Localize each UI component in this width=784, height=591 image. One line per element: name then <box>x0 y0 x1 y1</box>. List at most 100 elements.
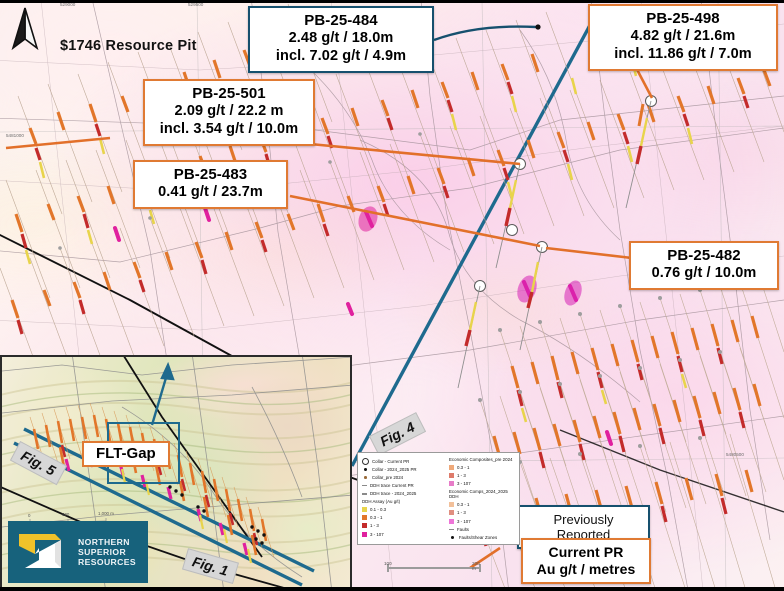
callout-interval-1: 2.09 g/t / 22.2 m <box>174 103 284 120</box>
legend-label: DDH trace - 2024_2025 <box>370 491 417 497</box>
callout-interval-2: incl. 11.86 g/t / 7.0m <box>614 46 752 63</box>
legend-label: 0.3 - 1 <box>457 465 470 471</box>
legend-label: 3 - 107 <box>370 531 384 537</box>
legend-item: 3 - 107 <box>449 517 515 525</box>
legend-item: 0.3 - 1 <box>362 514 446 522</box>
assay-swatch <box>362 523 367 529</box>
callout-interval-1: 0.41 g/t / 23.7m <box>158 184 263 201</box>
collar-2024-2025-icon <box>363 467 368 472</box>
frame-bottom-border <box>0 587 784 591</box>
callout-interval-2: incl. 7.02 g/t / 4.9m <box>275 48 407 65</box>
legend-econ-pre2024-header: Economic Composites_pre 2024 <box>449 457 513 462</box>
logo-line-3: RESOURCES <box>78 557 137 568</box>
callout-pb-25-484[interactable]: PB-25-484 2.48 g/t / 18.0m incl. 7.02 g/… <box>248 6 434 74</box>
legend-column-left: Collar - Current PR Collar - 2024_2025 P… <box>362 457 446 541</box>
legend-econ-2024-header: Economic Comps_2024_2025 DDH <box>449 489 508 500</box>
legend-item: 1 - 3 <box>362 522 446 530</box>
legend-item: Faults/Shear Zones <box>449 533 515 541</box>
frame-top-border <box>0 0 784 3</box>
callout-pb-25-498[interactable]: PB-25-498 4.82 g/t / 21.6m incl. 11.86 g… <box>588 4 778 72</box>
coord-label-5480500: 5480500 <box>726 452 744 457</box>
legend-item: Collar - 2024_2025 PR <box>362 465 446 473</box>
faults-icon <box>449 528 454 530</box>
callout-hole-id: PB-25-498 <box>646 10 720 27</box>
scale-label-end: 200 m <box>472 561 480 571</box>
coord-label-5481000: 5481000 <box>6 133 24 138</box>
logo-line-1: NORTHERN <box>78 536 130 547</box>
company-logo: NORTHERN SUPERIOR RESOURCES <box>8 521 148 583</box>
map-legend: Collar - Current PR Collar - 2024_2025 P… <box>357 452 520 545</box>
ddh-trace-2024-icon <box>362 493 367 495</box>
legend-label: Collar_pre 2024 <box>371 474 404 480</box>
legend-label: 0.1 - 0.3 <box>370 507 387 513</box>
econ-swatch <box>449 481 454 487</box>
legend-label: Faults <box>457 526 469 532</box>
legend-item: 0.1 - 0.3 <box>362 505 446 513</box>
callout-pb-25-501[interactable]: PB-25-501 2.09 g/t / 22.2 m incl. 3.54 g… <box>143 79 315 147</box>
callout-hole-id: PB-25-483 <box>173 166 248 183</box>
svg-text:0: 0 <box>28 513 31 518</box>
legend-item: 1 - 3 <box>449 472 515 480</box>
callout-interval-1: 2.48 g/t / 18.0m <box>288 30 394 47</box>
econ-swatch <box>449 518 454 524</box>
legend-item: Collar_pre 2024 <box>362 473 446 481</box>
scale-label-mid: 100 <box>384 561 392 566</box>
callout-hole-id: PB-25-501 <box>192 85 266 102</box>
legend-item: 3 - 107 <box>362 530 446 538</box>
legend-item: 3 - 107 <box>449 480 515 488</box>
callout-interval-1: 4.82 g/t / 21.6m <box>630 28 736 45</box>
legend-label: Faults/Shear Zones <box>458 534 498 540</box>
collar-current-pr-icon <box>362 457 369 465</box>
legend-label: 1 - 3 <box>370 523 379 529</box>
assay-swatch <box>362 507 367 513</box>
faults-shear-icon <box>450 535 455 540</box>
logo-line-2: SUPERIOR <box>78 546 127 557</box>
callout-leaders <box>5 59 654 260</box>
callout-hole-id: PB-25-482 <box>667 247 741 264</box>
svg-text:1,000 m: 1,000 m <box>98 511 114 516</box>
legend-item: Collar - Current PR <box>362 457 446 465</box>
callout-interval-2: incl. 3.54 g/t / 10.0m <box>159 121 299 138</box>
legend-item: DDH trace - 2024_2025 <box>362 490 446 498</box>
legend-label: Collar - Current PR <box>372 458 410 464</box>
legend-item: 0.3 - 1 <box>449 501 515 509</box>
key-current-pr[interactable]: Current PR Au g/t / metres <box>521 538 651 585</box>
callout-pb-25-483[interactable]: PB-25-483 0.41 g/t / 23.7m <box>133 160 288 210</box>
section-line-fig4 <box>350 13 598 467</box>
callout-hole-id: PB-25-484 <box>304 12 378 29</box>
svg-text:500: 500 <box>62 512 70 517</box>
legend-item: Faults <box>449 525 515 533</box>
callout-pb-25-482[interactable]: PB-25-482 0.76 g/t / 10.0m <box>629 241 779 291</box>
econ-swatch <box>449 465 454 471</box>
legend-label: Collar - 2024_2025 PR <box>371 466 417 472</box>
econ-swatch <box>449 473 454 479</box>
collar-pre2024-icon <box>364 476 367 479</box>
flt-gap-label: FLT-Gap <box>82 441 170 467</box>
legend-item: 0.3 - 1 <box>449 464 515 472</box>
logo-text: NORTHERN SUPERIOR RESOURCES <box>78 537 136 567</box>
legend-item: DDH trace Current PR <box>362 482 446 490</box>
legend-assay-header: DDH Assay (Au g/t) <box>362 498 401 504</box>
resource-pit-label: $1746 Resource Pit <box>60 38 197 54</box>
assay-swatch <box>362 531 367 537</box>
coord-label-529500: 529500 <box>188 2 204 7</box>
legend-label: DDH trace Current PR <box>370 483 414 489</box>
northern-superior-mark-icon <box>19 534 61 568</box>
key-current-pr-line1: Current PR <box>548 544 624 560</box>
legend-label: 0.3 - 1 <box>370 515 383 521</box>
legend-label: 1 - 3 <box>457 473 466 479</box>
assay-swatch <box>362 515 367 521</box>
north-arrow-icon <box>11 7 39 51</box>
legend-item: 1 - 3 <box>449 509 515 517</box>
legend-label: 3 - 107 <box>457 481 471 487</box>
legend-label: 3 - 107 <box>457 518 471 524</box>
econ-swatch <box>449 510 454 516</box>
legend-column-right: Economic Composites_pre 2024 0.3 - 1 1 -… <box>449 457 515 541</box>
legend-label: 1 - 3 <box>457 510 466 516</box>
callout-interval-1: 0.76 g/t / 10.0m <box>651 265 757 282</box>
callout-leader-blue <box>433 24 541 42</box>
econ-swatch <box>449 502 454 508</box>
inset-vectors: 0 500 1,000 m <box>2 357 350 589</box>
key-current-pr-line2: Au g/t / metres <box>536 561 636 578</box>
